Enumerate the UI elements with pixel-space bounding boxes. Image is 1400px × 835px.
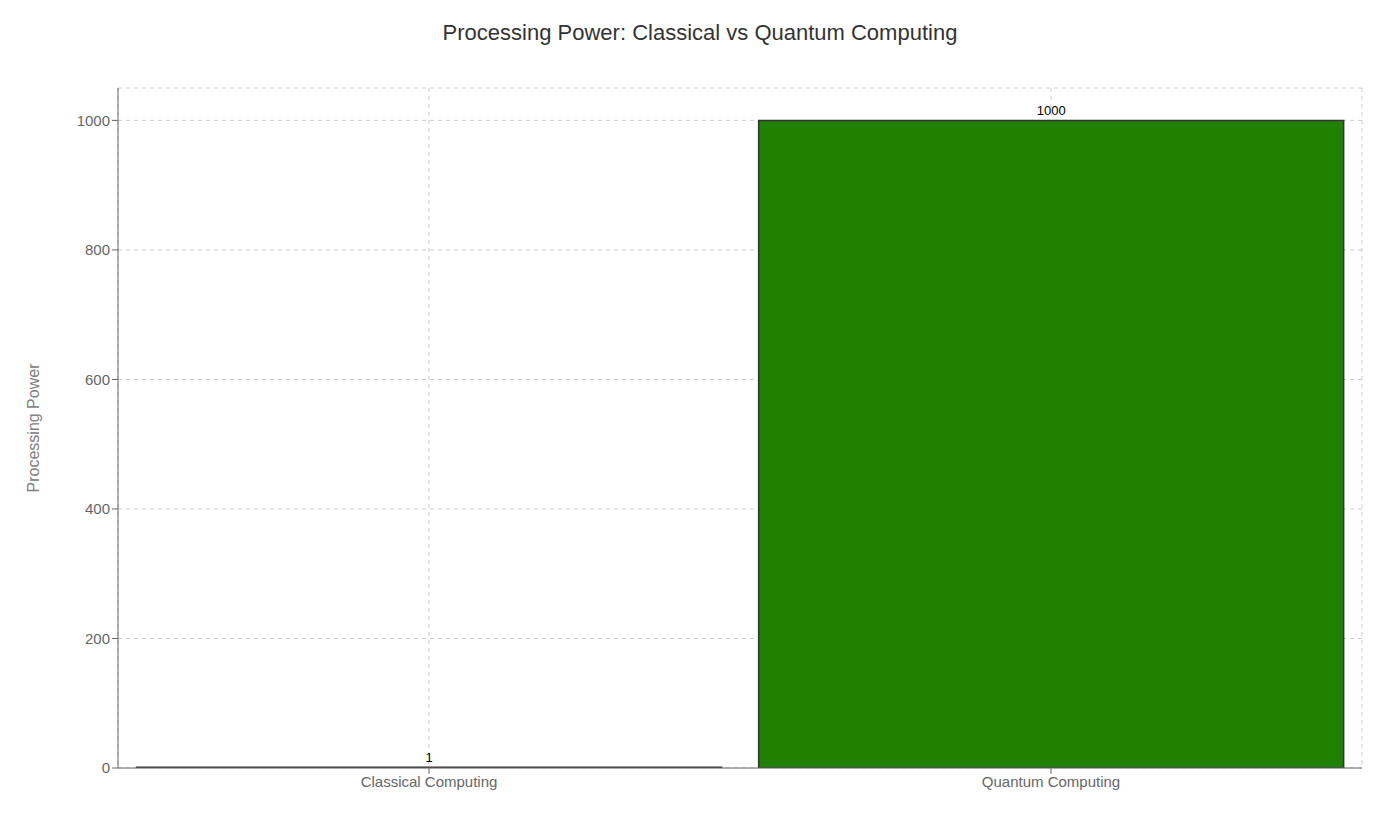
svg-text:600: 600 <box>85 371 110 388</box>
svg-text:Classical Computing: Classical Computing <box>361 773 498 790</box>
svg-text:Quantum Computing: Quantum Computing <box>982 773 1120 790</box>
svg-text:1000: 1000 <box>77 112 110 129</box>
svg-text:800: 800 <box>85 241 110 258</box>
svg-text:1: 1 <box>426 750 433 765</box>
html-text:Processing Power: Classical vs: Processing Power: Classical vs Quantum C… <box>442 20 958 45</box>
svg-text:Processing Power: Processing Power <box>25 363 42 493</box>
svg-text:400: 400 <box>85 500 110 517</box>
svg-text:0: 0 <box>102 759 110 776</box>
svg-text:1000: 1000 <box>1037 103 1066 118</box>
svg-text:200: 200 <box>85 630 110 647</box>
